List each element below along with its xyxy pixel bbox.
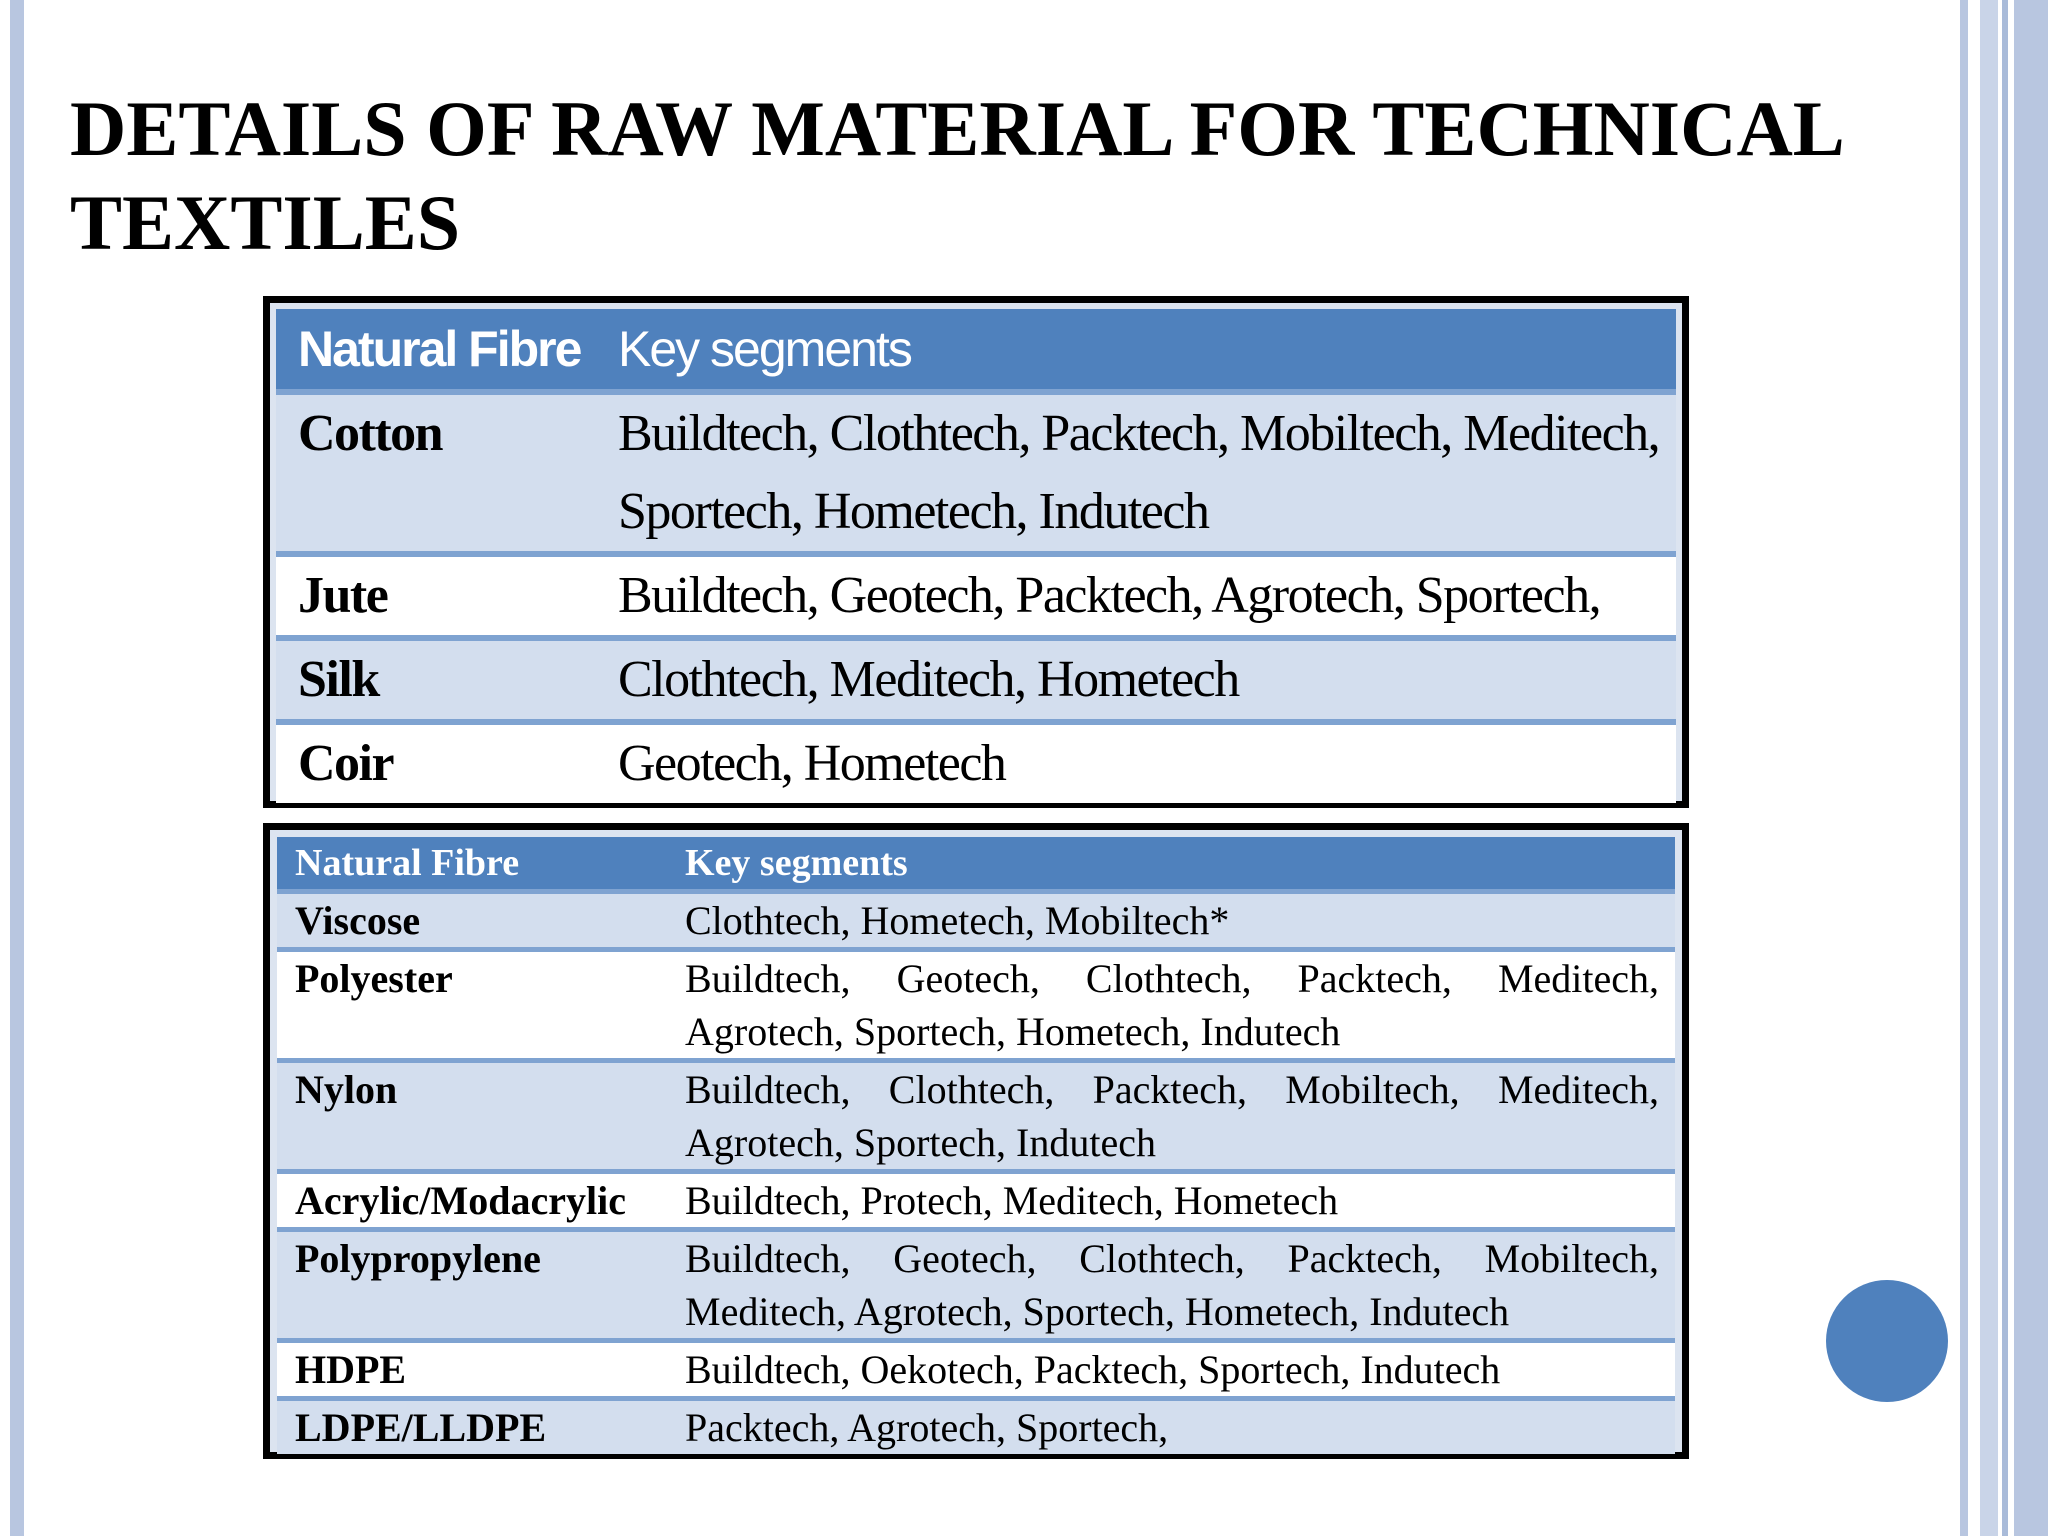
table-header-row: Natural Fibre Key segments [276, 309, 1676, 392]
column-header-segments: Key segments [618, 309, 1676, 392]
table-row: Nylon Buildtech, Clothtech, Packtech, Mo… [277, 1058, 1675, 1172]
table-row: Acrylic/Modacrylic Buildtech, Protech, M… [277, 1169, 1675, 1230]
fibre-cell: Coir [276, 719, 618, 803]
fibre-cell: Silk [276, 635, 618, 722]
fibre-cell: Acrylic/Modacrylic [277, 1169, 685, 1230]
fibre-cell: Polyester [277, 947, 685, 1061]
synthetic-fibre-table: Natural Fibre Key segments Viscose Cloth… [263, 823, 1689, 1459]
table-row: Jute Buildtech, Geotech, Packtech, Agrot… [276, 551, 1676, 638]
fibre-cell: Polypropylene [277, 1227, 685, 1341]
table-row: HDPE Buildtech, Oekotech, Packtech, Spor… [277, 1338, 1675, 1399]
right-decor-strip-4 [2014, 0, 2048, 1536]
segments-cell: Clothtech, Hometech, Mobiltech* [685, 889, 1675, 950]
table-row: Cotton Buildtech, Clothtech, Packtech, M… [276, 389, 1676, 554]
right-decor-strip-2 [1980, 0, 1998, 1536]
segments-cell: Buildtech, Geotech, Clothtech, Packtech,… [685, 1227, 1675, 1341]
segments-cell: Clothtech, Meditech, Hometech [618, 635, 1676, 722]
segments-cell: Buildtech, Geotech, Packtech, Agrotech, … [618, 551, 1676, 638]
segments-cell: Geotech, Hometech [618, 719, 1676, 803]
column-header-fibre: Natural Fibre [276, 309, 618, 392]
table-header-row: Natural Fibre Key segments [277, 837, 1675, 892]
segments-cell: Packtech, Agrotech, Sportech, [685, 1396, 1675, 1454]
fibre-cell: Jute [276, 551, 618, 638]
table-row: Silk Clothtech, Meditech, Hometech [276, 635, 1676, 722]
fibre-cell: Viscose [277, 889, 685, 950]
table-row: Polyester Buildtech, Geotech, Clothtech,… [277, 947, 1675, 1061]
segments-cell: Buildtech, Clothtech, Packtech, Mobiltec… [618, 389, 1676, 554]
fibre-cell: HDPE [277, 1338, 685, 1399]
table-row: Polypropylene Buildtech, Geotech, Clotht… [277, 1227, 1675, 1341]
segments-cell: Buildtech, Geotech, Clothtech, Packtech,… [685, 947, 1675, 1061]
fibre-cell: Nylon [277, 1058, 685, 1172]
slide-title: DETAILS OF RAW MATERIAL FOR TECHNICAL TE… [70, 85, 1845, 266]
right-decor-strip-3 [2002, 0, 2008, 1536]
segments-cell: Buildtech, Clothtech, Packtech, Mobiltec… [685, 1058, 1675, 1172]
segments-cell: Buildtech, Oekotech, Packtech, Sportech,… [685, 1338, 1675, 1399]
right-decor-strip [1960, 0, 1968, 1536]
column-header-segments: Key segments [685, 837, 1675, 892]
fibre-cell: Cotton [276, 389, 618, 554]
fibre-cell: LDPE/LLDPE [277, 1396, 685, 1454]
column-header-fibre: Natural Fibre [277, 837, 685, 892]
table-row: Viscose Clothtech, Hometech, Mobiltech* [277, 889, 1675, 950]
natural-fibre-table: Natural Fibre Key segments Cotton Buildt… [263, 296, 1689, 808]
left-decor-bar [10, 0, 24, 1536]
table-row: Coir Geotech, Hometech [276, 719, 1676, 803]
table-row: LDPE/LLDPE Packtech, Agrotech, Sportech, [277, 1396, 1675, 1454]
segments-cell: Buildtech, Protech, Meditech, Hometech [685, 1169, 1675, 1230]
decorative-circle [1826, 1280, 1948, 1402]
